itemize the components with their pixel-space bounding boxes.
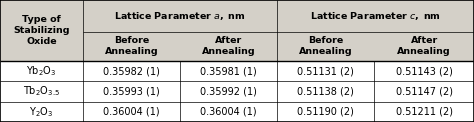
Text: 0.35993 (1): 0.35993 (1) (103, 86, 160, 97)
Bar (83, 81, 180, 102)
Bar (180, 32, 277, 61)
Text: 0.51131 (2): 0.51131 (2) (298, 66, 354, 76)
Text: Before
Annealing: Before Annealing (299, 36, 353, 56)
Bar (180, 81, 277, 102)
Bar (277, 102, 374, 122)
Text: Y$_2$O$_3$: Y$_2$O$_3$ (29, 105, 54, 119)
Bar (277, 0, 374, 32)
Text: Yb$_2$O$_3$: Yb$_2$O$_3$ (26, 64, 57, 78)
Bar (0, 102, 83, 122)
Text: 0.35981 (1): 0.35981 (1) (201, 66, 257, 76)
Bar (277, 81, 374, 102)
Bar (374, 81, 474, 102)
Bar (180, 102, 277, 122)
Bar (180, 61, 277, 81)
Bar (374, 102, 474, 122)
Text: 0.51147 (2): 0.51147 (2) (396, 86, 453, 97)
Text: 0.36004 (1): 0.36004 (1) (201, 107, 257, 117)
Bar (374, 61, 474, 81)
Text: Tb$_2$O$_{3.5}$: Tb$_2$O$_{3.5}$ (23, 85, 60, 98)
Bar (83, 61, 180, 81)
Text: After
Annealing: After Annealing (397, 36, 451, 56)
Text: Type of
Stabilizing
Oxide: Type of Stabilizing Oxide (13, 15, 70, 46)
Text: 0.51211 (2): 0.51211 (2) (396, 107, 453, 117)
Text: 0.51138 (2): 0.51138 (2) (298, 86, 354, 97)
Bar (0, 61, 83, 81)
Text: Before
Annealing: Before Annealing (105, 36, 158, 56)
Text: 0.51143 (2): 0.51143 (2) (396, 66, 453, 76)
Bar (0, 81, 83, 102)
Bar (0, 32, 83, 61)
Bar (374, 32, 474, 61)
Bar (83, 32, 180, 61)
Bar (83, 102, 180, 122)
Text: $\bf{Lattice\ Parameter}$ $\it{a}$$\bf{,\ nm}$: $\bf{Lattice\ Parameter}$ $\it{a}$$\bf{,… (114, 10, 246, 22)
Text: 0.51190 (2): 0.51190 (2) (298, 107, 354, 117)
Bar (180, 0, 277, 32)
Bar (83, 0, 180, 32)
Bar (277, 32, 374, 61)
Text: 0.35982 (1): 0.35982 (1) (103, 66, 160, 76)
Bar (0, 0, 83, 32)
Bar (374, 0, 474, 32)
Text: $\bf{Lattice\ Parameter}$ $\it{c}$$\bf{,\ nm}$: $\bf{Lattice\ Parameter}$ $\it{c}$$\bf{,… (310, 10, 441, 22)
Text: 0.35992 (1): 0.35992 (1) (201, 86, 257, 97)
Text: 0.36004 (1): 0.36004 (1) (103, 107, 160, 117)
Text: After
Annealing: After Annealing (202, 36, 255, 56)
Bar (277, 61, 374, 81)
